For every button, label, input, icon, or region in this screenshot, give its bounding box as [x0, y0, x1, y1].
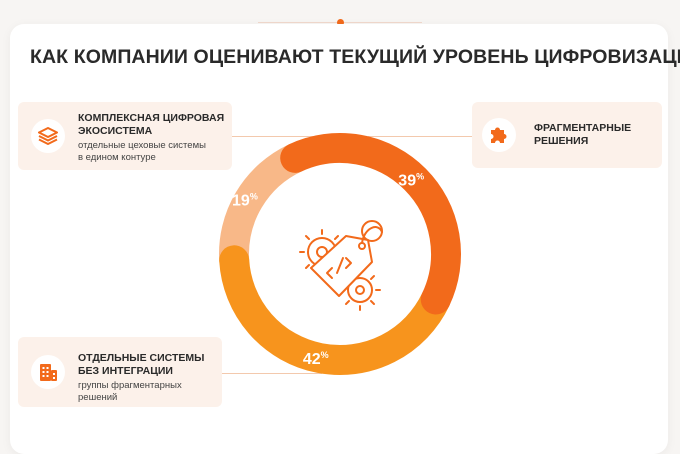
legend-separate-title-2: БЕЗ ИНТЕГРАЦИИ	[78, 365, 173, 377]
legend-complex-sub-1: отдельные цеховые системы	[78, 140, 206, 151]
puzzle-icon-wrap	[482, 118, 516, 152]
legend-fragment-title-1: ФРАГМЕНТАРНЫЕ	[534, 122, 632, 134]
layers-icon-wrap	[31, 119, 65, 153]
donut-chart: 39%42%19%	[219, 133, 461, 375]
slice-separate-systems	[219, 245, 451, 375]
slice-fragmentary	[280, 133, 461, 315]
legend-complex-sub-2: в едином контуре	[78, 152, 156, 163]
legend-complex-title-2: ЭКОСИСТЕМА	[78, 125, 153, 137]
slice-complex-ecosystem	[219, 142, 311, 276]
legend-fragmentary-solutions: ФРАГМЕНТАРНЫЕ РЕШЕНИЯ	[472, 102, 662, 168]
page-title: КАК КОМПАНИИ ОЦЕНИВАЮТ ТЕКУЩИЙ УРОВЕНЬ Ц…	[30, 46, 680, 68]
connector-line-complex	[232, 136, 322, 137]
legend-complex-title-1: КОМПЛЕКСНАЯ ЦИФРОВАЯ	[78, 112, 225, 124]
legend-separate-sub-1: группы фрагментарных решений	[78, 380, 182, 403]
legend-separate-title-1: ОТДЕЛЬНЫЕ СИСТЕМЫ	[78, 352, 205, 364]
donut-slices	[219, 133, 461, 375]
layers-icon	[38, 127, 58, 145]
top-divider-dot	[337, 19, 344, 26]
code-tag-gears-icon	[299, 220, 383, 311]
connector-line-separate	[222, 373, 322, 374]
legend-complex-ecosystem: КОМПЛЕКСНАЯ ЦИФРОВАЯ ЭКОСИСТЕМА отдельны…	[18, 102, 232, 170]
building-icon-wrap	[31, 355, 65, 389]
puzzle-icon	[491, 127, 507, 143]
legend-separate-systems: ОТДЕЛЬНЫЕ СИСТЕМЫ БЕЗ ИНТЕГРАЦИИ группы …	[18, 337, 222, 407]
building-icon	[40, 364, 57, 381]
connector-line-fragment	[368, 136, 472, 137]
legend-fragment-title-2: РЕШЕНИЯ	[534, 135, 589, 147]
